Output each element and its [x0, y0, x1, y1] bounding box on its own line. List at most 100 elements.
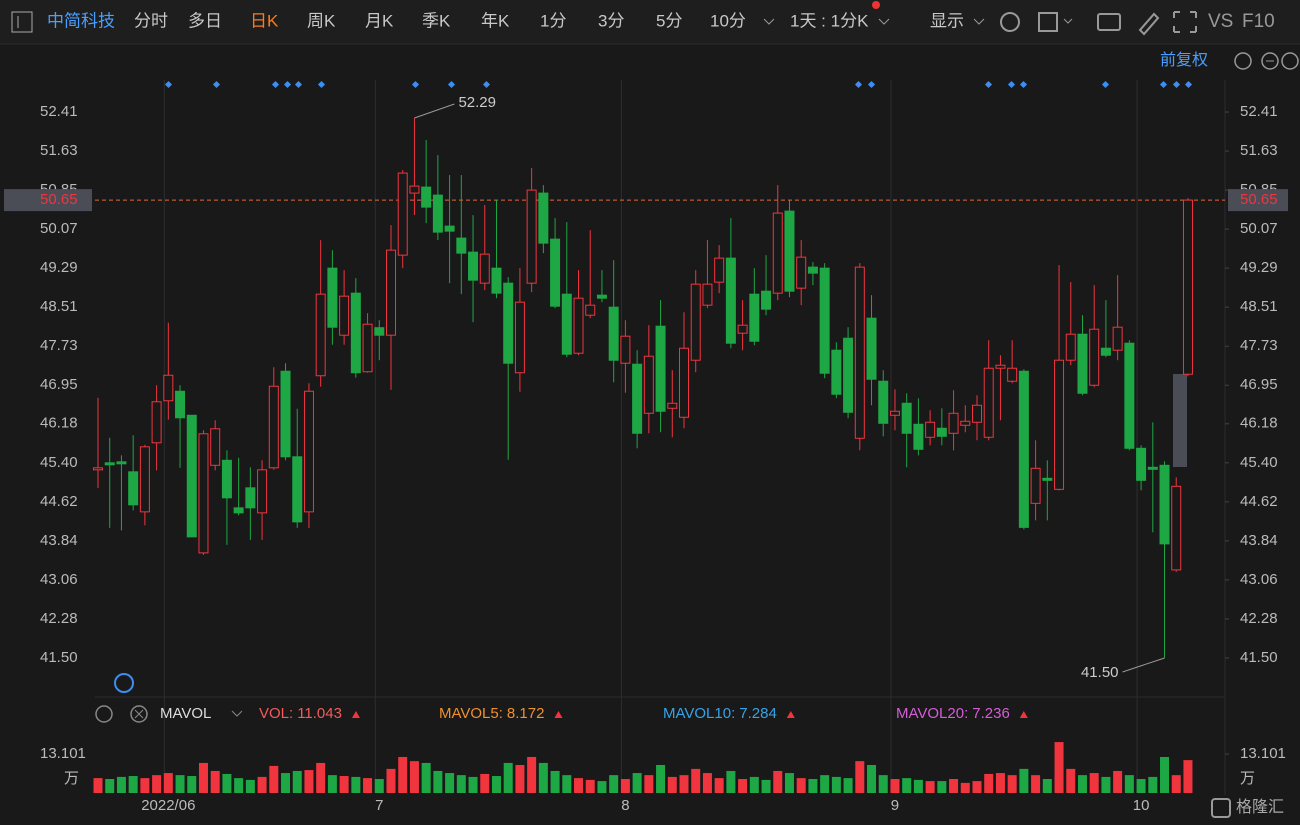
period-tab[interactable]: 年K: [481, 11, 510, 30]
volume-bar: [175, 775, 185, 793]
vol-settings-icon[interactable]: [95, 705, 113, 723]
high-annotation: 52.29: [458, 94, 496, 111]
fullscreen-icon[interactable]: [1173, 11, 1197, 33]
adjust-button[interactable]: 前复权: [1160, 51, 1208, 69]
volume-bar: [1031, 775, 1041, 793]
candle-body: [210, 428, 221, 466]
volume-bar: [867, 765, 877, 793]
event-marker[interactable]: [867, 80, 876, 89]
legend-name: MAVOL10:: [663, 705, 735, 722]
volume-bar: [339, 776, 349, 793]
chevron[interactable]: [1063, 18, 1073, 24]
candle-body: [901, 402, 912, 434]
volume-bar: [480, 773, 490, 793]
event-marker[interactable]: [447, 80, 456, 89]
candle-body: [526, 189, 537, 284]
candle-body: [643, 355, 654, 414]
event-marker[interactable]: [164, 80, 173, 89]
chevron[interactable]: [973, 18, 985, 25]
candle-body: [667, 402, 678, 409]
candle-body: [198, 433, 209, 554]
last-price-tag: 50.65: [40, 191, 78, 208]
camera-icon[interactable]: [1097, 13, 1121, 31]
notice-dot: [872, 1, 880, 9]
period-tab[interactable]: 季K: [422, 11, 451, 30]
search-icon[interactable]: [114, 673, 134, 693]
event-marker[interactable]: [271, 80, 280, 89]
period-tab[interactable]: 3分: [598, 11, 624, 30]
y-tick-label: 46.95: [1240, 376, 1278, 393]
volume-bar: [140, 778, 150, 793]
candle-body: [514, 301, 525, 374]
event-marker[interactable]: [482, 80, 491, 89]
candle-body: [268, 385, 279, 469]
vol-close-icon[interactable]: [130, 705, 148, 723]
f10-button[interactable]: F10: [1242, 11, 1275, 32]
event-marker[interactable]: [1007, 80, 1016, 89]
y-tick-label: 50.07: [1240, 220, 1278, 237]
zoom-in-icon[interactable]: [1281, 52, 1299, 70]
candle-body: [139, 446, 150, 513]
event-marker[interactable]: [294, 80, 303, 89]
volume-bar: [163, 773, 173, 793]
settings-icon[interactable]: [1000, 12, 1020, 32]
period-tab[interactable]: 周K: [307, 11, 336, 30]
volume-bar: [913, 779, 923, 793]
y-tick-label: 48.51: [1240, 298, 1278, 315]
event-marker[interactable]: [317, 80, 326, 89]
zoom-out-icon[interactable]: [1261, 52, 1279, 70]
candle-body: [585, 304, 596, 316]
volume-bar: [949, 779, 959, 793]
volume-tick-label: 13.101: [1240, 745, 1286, 762]
chevron[interactable]: [231, 710, 243, 717]
period-tab[interactable]: 1分: [540, 11, 566, 30]
volume-indicator[interactable]: MAVOL: [160, 705, 211, 722]
y-tick-label: 42.28: [40, 610, 78, 627]
display-menu[interactable]: 显示: [930, 11, 964, 30]
candle-body: [913, 423, 924, 450]
pen-icon[interactable]: [1138, 12, 1160, 36]
period-tab[interactable]: 月K: [365, 11, 394, 30]
reset-icon[interactable]: [1234, 52, 1252, 70]
candle-body: [807, 266, 818, 274]
event-marker[interactable]: [283, 80, 292, 89]
event-marker[interactable]: [212, 80, 221, 89]
candle-body: [936, 427, 947, 437]
shape-icon[interactable]: [1038, 12, 1058, 32]
chevron[interactable]: [763, 18, 775, 25]
candle-body: [1147, 466, 1158, 470]
event-marker[interactable]: [854, 80, 863, 89]
volume-bar: [1113, 770, 1123, 793]
y-tick-label: 45.40: [40, 454, 78, 471]
volume-bar: [691, 768, 701, 793]
vs-button[interactable]: VS: [1208, 11, 1233, 32]
chevron[interactable]: [878, 18, 890, 25]
candle-body: [831, 349, 842, 395]
period-tab[interactable]: 10分: [710, 11, 746, 30]
legend-arrow: [351, 711, 360, 718]
stock-name[interactable]: 中简科技: [47, 11, 115, 30]
candle-body: [655, 325, 666, 412]
period-tab[interactable]: 多日: [188, 11, 222, 30]
candle-body: [280, 370, 291, 458]
period-tab[interactable]: 5分: [656, 11, 682, 30]
menu-icon[interactable]: [11, 11, 33, 33]
range-select[interactable]: 1天 : 1分K: [790, 11, 869, 30]
event-marker[interactable]: [411, 80, 420, 89]
candle-body: [1089, 328, 1100, 386]
volume-bar: [796, 778, 806, 793]
volume-bar: [667, 776, 677, 793]
volume-bar: [468, 776, 478, 793]
volume-bar: [972, 781, 982, 793]
event-marker[interactable]: [984, 80, 993, 89]
legend-arrow: [786, 711, 795, 718]
period-tab[interactable]: 日K: [250, 11, 279, 30]
legend-value: 7.284: [739, 705, 777, 722]
y-tick-label: 47.73: [40, 337, 78, 354]
candle-body: [866, 317, 877, 380]
volume-bar: [1171, 775, 1181, 793]
volume-bar: [890, 779, 900, 793]
period-tab[interactable]: 分时: [134, 11, 168, 30]
candle-body: [386, 249, 396, 336]
volume-bar: [656, 765, 666, 793]
